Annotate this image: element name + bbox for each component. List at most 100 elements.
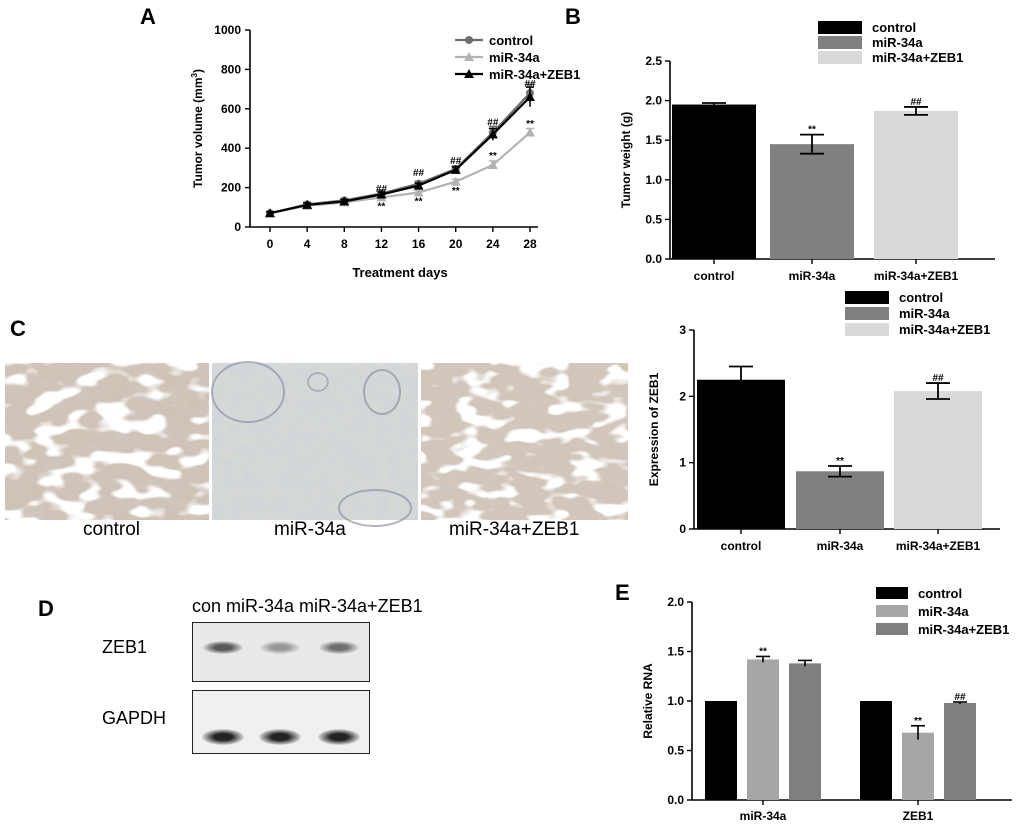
e-legend-swatch: [876, 623, 908, 635]
b-bar-0: [672, 104, 756, 259]
a-x-tick-label: 16: [412, 237, 426, 251]
a-y-tick-label: 1000: [214, 23, 241, 37]
c-y-tick-label: 2: [679, 389, 686, 403]
b-x-tick-label: miR-34a: [789, 269, 836, 283]
a-x-tick-label: 8: [341, 237, 348, 251]
c-y-tick-label: 0: [679, 522, 686, 536]
a-annotation: **: [415, 196, 423, 207]
b-y-tick-label: 2.5: [645, 54, 662, 68]
c-legend-swatch: [845, 323, 889, 336]
blot-band-gapdh-mir34a-zeb1: [318, 729, 360, 745]
e-bar: [747, 659, 779, 800]
b-y-tick-label: 1.0: [645, 173, 662, 187]
a-annotation: **: [378, 202, 386, 213]
ihc-caption-control: control: [83, 519, 141, 540]
a-x-axis-label: Treatment days: [352, 265, 447, 280]
a-legend-label: miR-34a: [489, 50, 540, 65]
b-legend-label: control: [872, 20, 916, 35]
a-point: [525, 91, 535, 101]
panel-letter-b: B: [565, 4, 581, 29]
b-annotation: **: [808, 125, 816, 136]
c-bar-1: [796, 471, 884, 529]
e-annotation: ##: [954, 692, 966, 703]
panel-letter-c: C: [10, 316, 26, 341]
a-x-tick-label: 24: [486, 237, 500, 251]
c-legend-swatch: [845, 307, 889, 320]
b-y-tick-label: 0.5: [645, 212, 662, 226]
b-legend-label: miR-34a+ZEB1: [872, 50, 963, 65]
a-y-tick-label: 0: [234, 220, 241, 234]
e-bar: [860, 701, 892, 800]
c-y-axis-label: Expression of ZEB1: [647, 373, 661, 487]
blot-band-gapdh-mir34a: [259, 729, 301, 745]
ihc-image-mir34a: [211, 361, 418, 527]
e-y-tick-label: 0.0: [667, 793, 684, 807]
a-annotation: **: [526, 119, 534, 130]
ihc-caption-mir34a: miR-34a: [274, 519, 346, 540]
e-bar: [789, 663, 821, 800]
c-y-tick-label: 1: [679, 456, 686, 470]
e-legend-label: control: [918, 586, 962, 601]
e-y-axis-label: Relative RNA: [641, 663, 655, 739]
blot-band-gapdh-con: [202, 729, 244, 745]
a-annotation: ##: [376, 184, 388, 195]
ihc-caption-mir34a-zeb1: miR-34a+ZEB1: [449, 519, 580, 540]
e-y-tick-label: 1.5: [667, 645, 684, 659]
a-x-tick-label: 28: [523, 237, 537, 251]
b-legend-label: miR-34a: [872, 35, 923, 50]
a-series-line-2: [269, 96, 531, 215]
a-x-tick-label: 12: [375, 237, 389, 251]
blot-lane-header: con miR-34a miR-34a+ZEB1: [192, 596, 423, 616]
c-legend-label: miR-34a+ZEB1: [899, 322, 990, 337]
a-y-axis-label: Tumor volume (mm3): [190, 69, 205, 188]
c-legend-label: control: [899, 290, 943, 305]
a-x-tick-label: 4: [304, 237, 311, 251]
e-y-tick-label: 2.0: [667, 595, 684, 609]
c-legend-swatch: [845, 291, 889, 304]
a-legend-marker: [464, 52, 474, 61]
a-legend-marker: [465, 36, 473, 44]
a-legend-label: control: [489, 33, 533, 48]
blot-row-label-gapdh: GAPDH: [102, 708, 167, 728]
b-legend-swatch: [818, 51, 862, 64]
e-annotation: **: [759, 646, 767, 657]
e-x-tick-label: miR-34a: [740, 809, 787, 823]
a-y-tick-label: 200: [221, 181, 241, 195]
b-x-tick-label: miR-34a+ZEB1: [874, 269, 959, 283]
b-y-tick-label: 1.5: [645, 133, 662, 147]
b-y-axis-label: Tumor weight (g): [619, 112, 633, 208]
a-y-tick-label: 400: [221, 141, 241, 155]
b-legend-swatch: [818, 21, 862, 34]
e-bar: [705, 701, 737, 800]
panel-letter-e: E: [615, 580, 630, 605]
blot-band-zeb1-mir34a: [260, 641, 300, 654]
a-x-tick-label: 0: [267, 237, 274, 251]
b-legend-swatch: [818, 36, 862, 49]
a-annotation: ##: [524, 79, 536, 90]
e-annotation: **: [914, 716, 922, 727]
blot-zeb1-membrane: [192, 622, 370, 682]
a-legend-marker: [464, 69, 474, 78]
a-point: [450, 164, 461, 174]
c-annotation: **: [836, 456, 844, 467]
a-point: [450, 176, 461, 186]
panel-letter-d: D: [38, 596, 54, 621]
e-legend-label: miR-34a: [918, 604, 969, 619]
a-x-tick-label: 20: [449, 237, 463, 251]
e-y-tick-label: 1.0: [667, 694, 684, 708]
b-y-tick-label: 2.0: [645, 94, 662, 108]
a-annotation: **: [489, 151, 497, 162]
a-point: [265, 208, 275, 218]
c-bar-2: [894, 391, 982, 529]
b-x-tick-label: control: [694, 269, 735, 283]
c-x-tick-label: control: [721, 539, 762, 553]
b-bar-1: [770, 144, 854, 259]
e-legend-label: miR-34a+ZEB1: [918, 622, 1009, 637]
a-point: [376, 189, 387, 199]
ihc-image-mir34a-zeb1: [421, 363, 628, 520]
a-annotation: **: [452, 186, 460, 197]
c-y-tick-label: 3: [679, 323, 686, 337]
